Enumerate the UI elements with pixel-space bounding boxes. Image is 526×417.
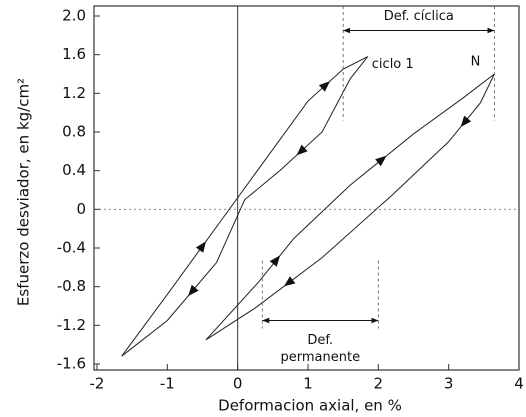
- x-tick-label: 4: [514, 375, 524, 393]
- x-tick-label: 3: [444, 375, 454, 393]
- data-line: [121, 56, 369, 357]
- x-tick-label: 2: [374, 375, 384, 393]
- x-tick-label: 1: [303, 375, 313, 393]
- series-label: ciclo 1: [372, 57, 414, 72]
- annotation-label: Def. cíclica: [384, 9, 454, 24]
- direction-arrow: [460, 115, 472, 127]
- x-tick-label: 0: [233, 375, 243, 393]
- direction-arrow: [195, 241, 207, 253]
- direction-arrow: [188, 284, 199, 297]
- y-tick-label: 1.6: [62, 45, 86, 63]
- annotation-label: permanente: [281, 350, 361, 365]
- direction-arrow: [283, 276, 296, 287]
- direction-arrow: [269, 255, 281, 267]
- y-tick-label: 1.2: [62, 84, 86, 102]
- y-tick-label: -1.6: [57, 355, 86, 373]
- direction-arrow: [375, 155, 387, 167]
- series-label: N: [471, 55, 481, 70]
- y-tick-label: -0.8: [57, 277, 86, 295]
- y-tick-label: 0.4: [62, 161, 86, 179]
- y-tick-label: -0.4: [57, 239, 86, 257]
- direction-arrow: [318, 81, 331, 92]
- y-axis-label: Esfuerzo desviador, en kg/cm²: [15, 78, 33, 306]
- y-tick-label: -1.2: [57, 316, 86, 334]
- y-tick-label: 0.8: [62, 123, 86, 141]
- annotation-label: Def.: [307, 333, 333, 348]
- y-tick-label: 2.0: [62, 7, 86, 25]
- y-tick-label: 0: [76, 200, 86, 218]
- plot-frame: [93, 5, 520, 371]
- direction-arrow: [296, 144, 308, 156]
- data-line: [205, 73, 495, 341]
- x-tick-label: -2: [90, 375, 105, 393]
- x-axis-label: Deformacion axial, en %: [218, 397, 402, 415]
- x-tick-label: -1: [160, 375, 175, 393]
